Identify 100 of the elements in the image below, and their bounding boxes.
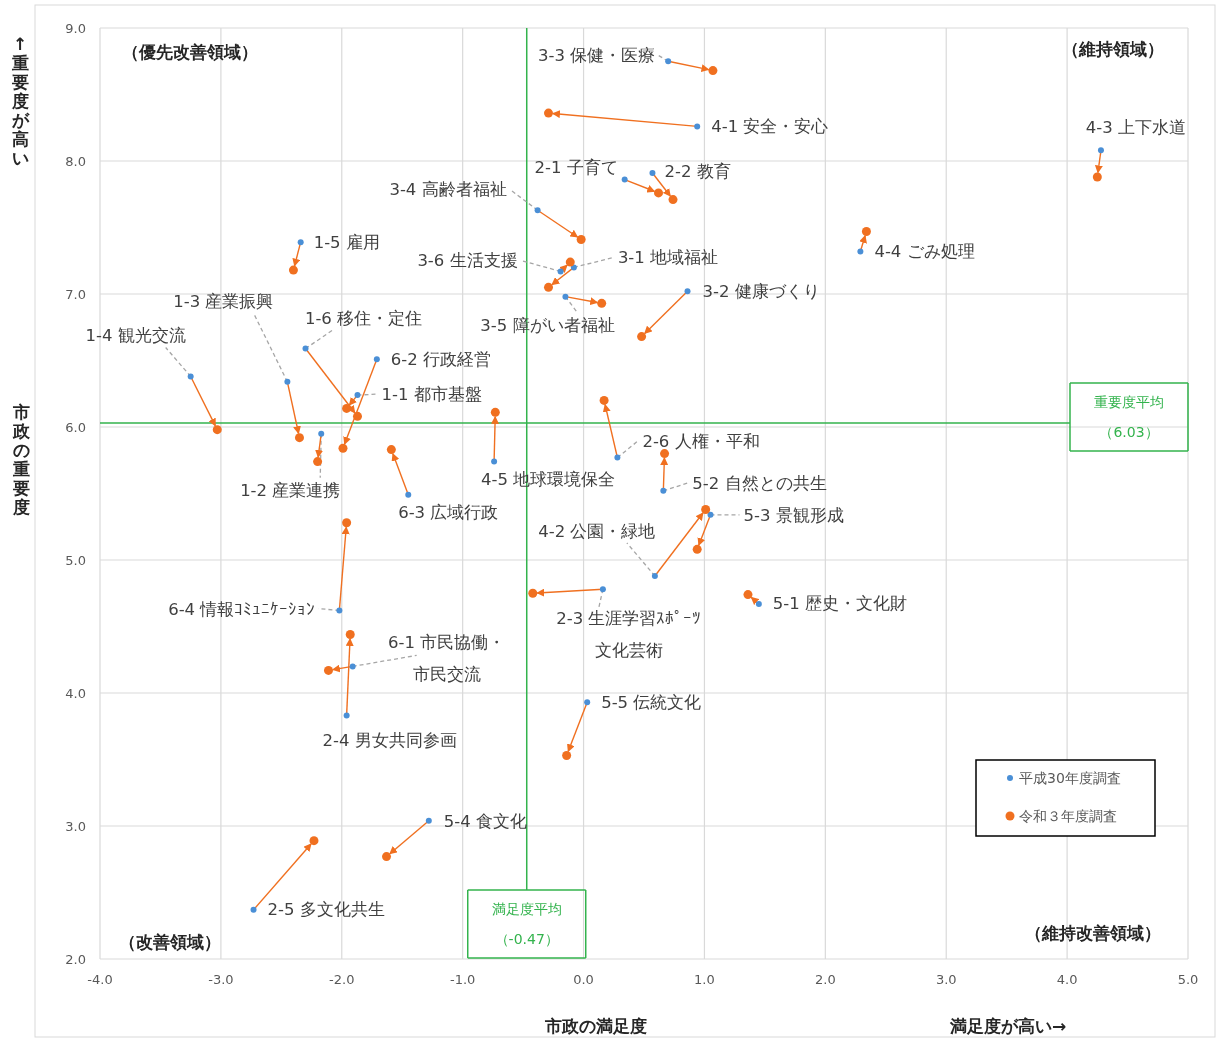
x-tick-label: 2.0	[814, 972, 836, 987]
point	[382, 852, 392, 862]
point	[651, 572, 658, 579]
annotation: 2-5 多文化共生	[267, 899, 385, 919]
point	[187, 373, 194, 380]
point	[343, 712, 350, 719]
x-axis-title: 市政の満足度	[544, 1016, 647, 1036]
point	[614, 454, 621, 461]
point	[352, 411, 362, 421]
annotation: 5-2 自然との共生	[692, 473, 827, 493]
point	[491, 458, 498, 465]
point	[309, 836, 319, 846]
annotation: 4-1 安全・安心	[711, 117, 829, 137]
annotation: 1-1 都市基盤	[381, 385, 482, 405]
point	[649, 169, 656, 176]
point	[294, 433, 304, 443]
annotation: 6-3 広域行政	[398, 502, 499, 522]
point	[544, 108, 553, 118]
y-tick-label: 3.0	[65, 819, 86, 834]
point	[694, 123, 701, 130]
point	[621, 176, 628, 183]
point	[354, 392, 361, 399]
ref-line-label: 満足度平均（-0.47）	[490, 900, 563, 949]
point	[342, 403, 352, 413]
point	[250, 906, 257, 913]
point	[386, 445, 396, 455]
point	[637, 332, 647, 342]
point	[1097, 147, 1104, 154]
point	[599, 395, 609, 405]
annotation: 2-3 生涯学習ｽﾎﾟｰﾂ文化芸術	[555, 608, 703, 663]
text: ↑重要度が高い	[10, 34, 30, 168]
point	[565, 257, 575, 267]
point	[318, 430, 325, 437]
point	[405, 491, 412, 498]
point	[302, 345, 309, 352]
point	[576, 234, 586, 244]
point	[313, 457, 323, 467]
point	[599, 586, 606, 593]
ref-line-label: 重要度平均（6.03）	[1093, 393, 1165, 442]
annotation: （維持改善領域）	[1025, 923, 1161, 943]
annotation: 2-6 人権・平和	[642, 431, 760, 451]
y-axis-title: 市政の重要度	[11, 402, 31, 517]
point	[743, 590, 753, 600]
point	[490, 407, 500, 417]
x-tick-label: 0.0	[573, 972, 594, 987]
annotation: 2-1 子育て	[534, 157, 618, 177]
y-tick-label: 7.0	[65, 287, 86, 302]
annotation: （維持領域）	[1062, 39, 1164, 59]
point	[668, 195, 678, 205]
y-tick-label: 6.0	[65, 420, 86, 435]
annotation: 1-3 産業振興	[173, 291, 274, 311]
annotation: 6-4 情報ｺﾐｭﾆｹｰｼｮﾝ	[168, 599, 316, 619]
annotation: （改善領域）	[119, 932, 221, 952]
point	[597, 298, 607, 308]
point	[707, 511, 714, 518]
point	[342, 518, 352, 528]
point	[562, 751, 572, 761]
x-tick-label: -4.0	[87, 972, 113, 987]
point	[1092, 172, 1102, 182]
point	[349, 663, 356, 670]
annotation: 4-4 ごみ処理	[874, 242, 975, 262]
point	[708, 66, 718, 76]
point	[345, 629, 355, 639]
point	[544, 282, 553, 292]
point	[584, 699, 591, 706]
x-tick-label: 4.0	[1056, 972, 1078, 987]
point	[665, 58, 672, 65]
point	[288, 265, 298, 275]
x-tick-label: 1.0	[694, 972, 715, 987]
point	[701, 504, 711, 514]
text: 満足度が高い→	[948, 1016, 1067, 1036]
annotation: 5-1 歴史・文化財	[772, 593, 908, 613]
annotation: 6-1 市民協働・市民交流	[387, 632, 507, 687]
point	[857, 248, 864, 255]
point	[323, 665, 333, 675]
annotation: 3-2 健康づくり	[702, 282, 820, 302]
x-tick-label: 5.0	[1177, 972, 1199, 987]
point	[373, 356, 380, 363]
annotation: 2-4 男女共同参画	[322, 730, 457, 750]
point	[534, 207, 541, 214]
y-tick-label: 8.0	[65, 154, 86, 169]
point	[570, 264, 577, 271]
point	[660, 487, 667, 494]
point	[755, 600, 762, 607]
point	[425, 817, 432, 824]
legend-label: 平成30年度調査	[1019, 770, 1121, 786]
x-tick-label: -1.0	[449, 972, 476, 987]
annotation: （優先改善領域）	[122, 42, 258, 62]
point	[692, 544, 702, 554]
y-tick-label: 2.0	[65, 952, 86, 967]
y-tick-label: 9.0	[65, 21, 86, 36]
x-tick-label: -2.0	[329, 972, 355, 987]
annotation: 1-5 雇用	[313, 233, 380, 253]
point	[528, 588, 538, 598]
annotation: 3-6 生活支援	[417, 251, 518, 271]
point	[212, 425, 222, 435]
annotation: 3-1 地域福祉	[617, 248, 719, 268]
annotation: 5-5 伝統文化	[601, 693, 702, 713]
annotation: 3-4 高齢者福祉	[389, 180, 507, 200]
y-tick-label: 4.0	[65, 686, 86, 701]
